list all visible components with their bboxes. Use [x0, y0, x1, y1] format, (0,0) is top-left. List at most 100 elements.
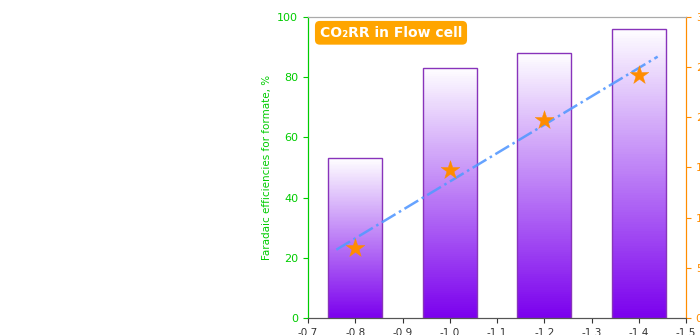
Bar — [517, 117, 571, 119]
Bar — [328, 183, 382, 184]
Bar — [612, 296, 666, 299]
Bar — [517, 139, 571, 141]
Point — [444, 167, 455, 172]
Bar — [328, 312, 382, 313]
Bar — [328, 294, 382, 295]
Bar — [612, 236, 666, 239]
Bar — [612, 164, 666, 166]
Bar — [517, 166, 571, 168]
Bar — [517, 119, 571, 122]
Bar — [517, 252, 571, 254]
Bar — [328, 260, 382, 261]
Bar — [517, 175, 571, 177]
Bar — [517, 298, 571, 300]
Bar — [423, 153, 477, 155]
Bar — [517, 141, 571, 144]
Bar — [517, 86, 571, 88]
Bar — [423, 299, 477, 302]
Bar — [517, 122, 571, 124]
Bar — [423, 172, 477, 174]
Bar — [423, 151, 477, 153]
Bar — [517, 79, 571, 82]
Bar — [517, 190, 571, 192]
Bar — [612, 135, 666, 137]
Bar — [517, 82, 571, 84]
Bar — [517, 135, 571, 137]
Bar — [328, 273, 382, 274]
Bar — [328, 268, 382, 269]
Bar — [612, 241, 666, 244]
Bar — [423, 149, 477, 151]
Bar — [423, 235, 477, 237]
Bar — [517, 201, 571, 203]
Bar — [328, 205, 382, 206]
Bar — [612, 292, 666, 294]
Bar — [517, 146, 571, 148]
Bar — [423, 80, 477, 83]
Bar — [517, 294, 571, 296]
Bar — [423, 139, 477, 141]
Bar — [328, 169, 382, 171]
Bar — [423, 110, 477, 112]
Bar — [328, 316, 382, 317]
Bar — [612, 70, 666, 72]
Bar — [517, 227, 571, 230]
Bar — [517, 170, 571, 172]
Bar — [612, 316, 666, 318]
Bar — [612, 251, 666, 253]
Bar — [423, 185, 477, 187]
Bar — [612, 268, 666, 270]
Text: CO₂RR in Flow cell: CO₂RR in Flow cell — [320, 26, 462, 40]
Bar — [423, 268, 477, 270]
Bar — [612, 287, 666, 289]
Bar — [517, 53, 571, 318]
Bar — [517, 263, 571, 265]
Bar — [328, 270, 382, 272]
Bar — [423, 243, 477, 245]
Bar — [328, 262, 382, 264]
Bar — [612, 104, 666, 106]
Bar — [612, 53, 666, 55]
Bar — [423, 170, 477, 172]
Bar — [328, 242, 382, 244]
Bar — [423, 266, 477, 268]
Bar — [517, 243, 571, 245]
Bar — [612, 79, 666, 82]
Bar — [612, 121, 666, 123]
Bar — [517, 274, 571, 276]
Bar — [517, 163, 571, 166]
Bar — [328, 258, 382, 260]
Bar — [423, 295, 477, 297]
Bar — [423, 279, 477, 281]
Bar — [328, 212, 382, 213]
Bar — [612, 101, 666, 104]
Bar — [423, 220, 477, 222]
Bar — [328, 250, 382, 252]
Bar — [612, 246, 666, 248]
Bar — [612, 31, 666, 34]
Bar — [328, 181, 382, 183]
Bar — [423, 85, 477, 87]
Bar — [517, 188, 571, 190]
Bar — [423, 274, 477, 277]
Bar — [517, 126, 571, 128]
Bar — [517, 108, 571, 111]
Bar — [612, 212, 666, 214]
Bar — [423, 124, 477, 126]
Bar — [423, 314, 477, 316]
Bar — [328, 291, 382, 293]
Bar — [612, 65, 666, 67]
Bar — [517, 310, 571, 312]
Bar — [423, 195, 477, 197]
Bar — [423, 114, 477, 116]
Bar — [423, 239, 477, 241]
Bar — [612, 265, 666, 268]
Bar — [612, 224, 666, 226]
Bar — [517, 194, 571, 197]
Bar — [612, 109, 666, 111]
Bar — [423, 99, 477, 102]
Bar — [612, 270, 666, 272]
Bar — [517, 199, 571, 201]
Bar — [423, 83, 477, 85]
Bar — [517, 241, 571, 243]
